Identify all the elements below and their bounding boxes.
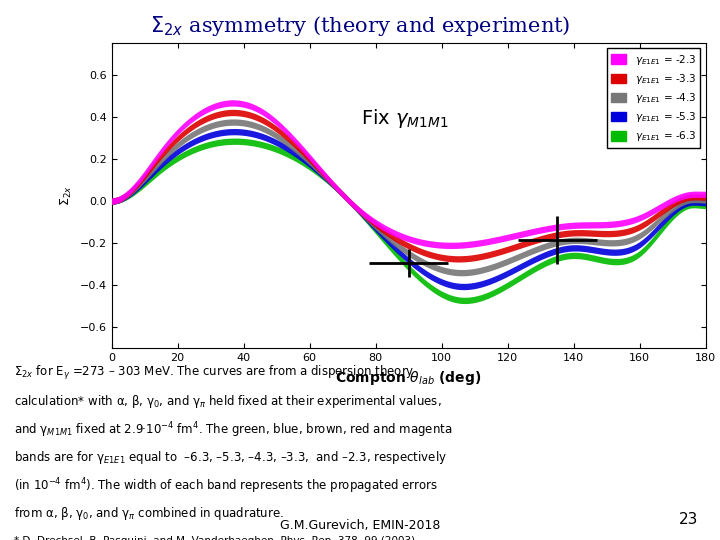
Text: Fix $\gamma_{M1M1}$: Fix $\gamma_{M1M1}$ — [361, 107, 449, 130]
Text: * D. Drechsel, B. Pasquini, and M. Vanderhaeghen, Phys. Rep. 378, 99 (2003).: * D. Drechsel, B. Pasquini, and M. Vande… — [14, 536, 419, 540]
Text: calculation* with α, β, γ$_0$, and γ$_\pi$ held fixed at their experimental valu: calculation* with α, β, γ$_0$, and γ$_\p… — [14, 393, 442, 409]
X-axis label: Compton $\theta_{lab}$ (deg): Compton $\theta_{lab}$ (deg) — [336, 369, 482, 387]
Text: 23: 23 — [679, 511, 698, 526]
Text: from α, β, γ$_0$, and γ$_\pi$ combined in quadrature.: from α, β, γ$_0$, and γ$_\pi$ combined i… — [14, 505, 284, 522]
Text: G.M.Gurevich, EMIN-2018: G.M.Gurevich, EMIN-2018 — [280, 519, 440, 532]
Text: and γ$_{M1M1}$ fixed at 2.9·10$^{-4}$ fm$^4$. The green, blue, brown, red and ma: and γ$_{M1M1}$ fixed at 2.9·10$^{-4}$ fm… — [14, 421, 453, 440]
Text: $\Sigma_{2x}$ for E$_\gamma$ =273 – 303 MeV. The curves are from a dispersion th: $\Sigma_{2x}$ for E$_\gamma$ =273 – 303 … — [14, 364, 415, 382]
Text: (in 10$^{-4}$ fm$^4$). The width of each band represents the propagated errors: (in 10$^{-4}$ fm$^4$). The width of each… — [14, 477, 438, 496]
Legend: $\gamma_{E1E1}$ = -2.3, $\gamma_{E1E1}$ = -3.3, $\gamma_{E1E1}$ = -4.3, $\gamma_: $\gamma_{E1E1}$ = -2.3, $\gamma_{E1E1}$ … — [606, 49, 701, 147]
Y-axis label: $\Sigma_{2x}$: $\Sigma_{2x}$ — [59, 185, 74, 206]
Text: $\Sigma_{2x}$ asymmetry (theory and experiment): $\Sigma_{2x}$ asymmetry (theory and expe… — [150, 14, 570, 37]
Text: bands are for γ$_{E1E1}$ equal to  –6.3, –5.3, –4.3, –3.3,  and –2.3, respective: bands are for γ$_{E1E1}$ equal to –6.3, … — [14, 449, 447, 465]
